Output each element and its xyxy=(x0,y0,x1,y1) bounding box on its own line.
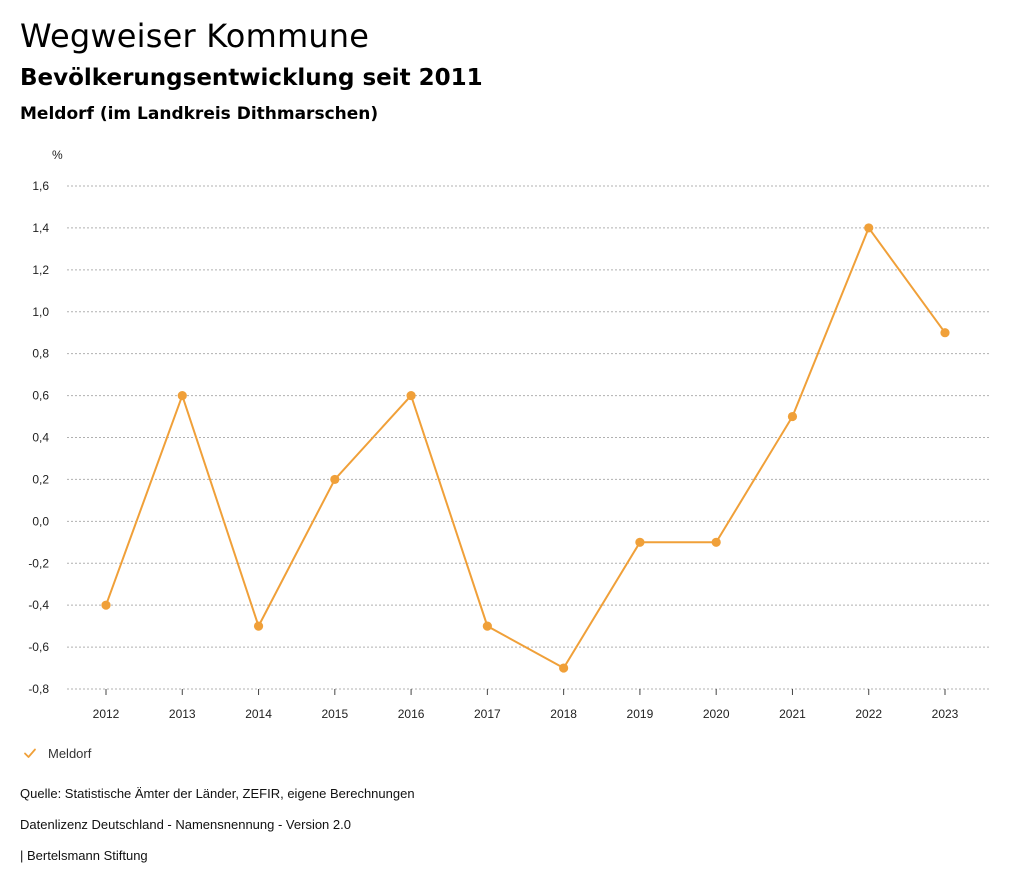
region-label: Meldorf (im Landkreis Dithmarschen) xyxy=(20,104,379,124)
legend-label: Meldorf xyxy=(48,745,92,761)
data-point xyxy=(787,411,798,422)
data-point xyxy=(940,328,950,338)
y-tick-label: 1,0 xyxy=(32,305,49,319)
chart-subtitle: Bevölkerungsentwicklung seit 2011 xyxy=(20,65,483,91)
x-tick-label: 2013 xyxy=(169,707,196,721)
source-note: Quelle: Statistische Ämter der Länder, Z… xyxy=(20,786,415,801)
y-tick-label: 0,4 xyxy=(32,431,49,445)
y-tick-label: 1,6 xyxy=(32,179,49,193)
y-tick-label: -0,8 xyxy=(28,682,49,696)
data-point xyxy=(482,621,492,631)
license-note: Datenlizenz Deutschland - Namensnennung … xyxy=(20,817,351,832)
page-title: Wegweiser Kommune xyxy=(20,17,370,55)
y-tick-label: 0,0 xyxy=(32,514,49,528)
y-tick-label: 0,8 xyxy=(32,347,49,361)
y-tick-label: 1,4 xyxy=(32,221,49,235)
data-point xyxy=(406,390,416,401)
legend[interactable]: Meldorf xyxy=(22,745,91,761)
data-point xyxy=(559,663,569,673)
data-point xyxy=(101,600,111,610)
x-tick-label: 2017 xyxy=(474,707,501,721)
data-point xyxy=(253,621,264,631)
y-tick-label: 1,2 xyxy=(32,263,49,277)
data-point xyxy=(711,537,721,547)
data-point xyxy=(864,223,874,233)
y-tick-label: -0,4 xyxy=(28,598,49,612)
x-tick-label: 2019 xyxy=(627,707,654,721)
x-tick-label: 2016 xyxy=(398,707,425,721)
x-tick-label: 2014 xyxy=(245,707,272,721)
checkmark-icon xyxy=(22,745,38,761)
y-tick-label: 0,2 xyxy=(32,472,49,486)
y-tick-label: -0,2 xyxy=(28,556,49,570)
data-point xyxy=(635,537,645,547)
x-tick-label: 2020 xyxy=(703,707,730,721)
y-axis-unit-label: % xyxy=(52,148,63,162)
y-tick-label: 0,6 xyxy=(32,389,49,403)
publisher-note: | Bertelsmann Stiftung xyxy=(20,848,148,863)
x-tick-label: 2018 xyxy=(550,707,577,721)
line-chart: % 1,6 1,4 1,2 1,0 0,8 0,6 0,4 0,2 0,0 -0,2 -0,4 -0,6… xyxy=(28,148,990,721)
data-point xyxy=(177,390,187,401)
x-tick-label: 2021 xyxy=(779,707,806,721)
x-tick-label: 2023 xyxy=(932,707,959,721)
series-line-meldorf xyxy=(105,226,946,670)
data-point xyxy=(330,474,340,485)
y-tick-label: -0,6 xyxy=(28,640,49,654)
x-tick-label: 2022 xyxy=(855,707,882,721)
x-tick-label: 2012 xyxy=(93,707,120,721)
x-tick-label: 2015 xyxy=(321,707,348,721)
